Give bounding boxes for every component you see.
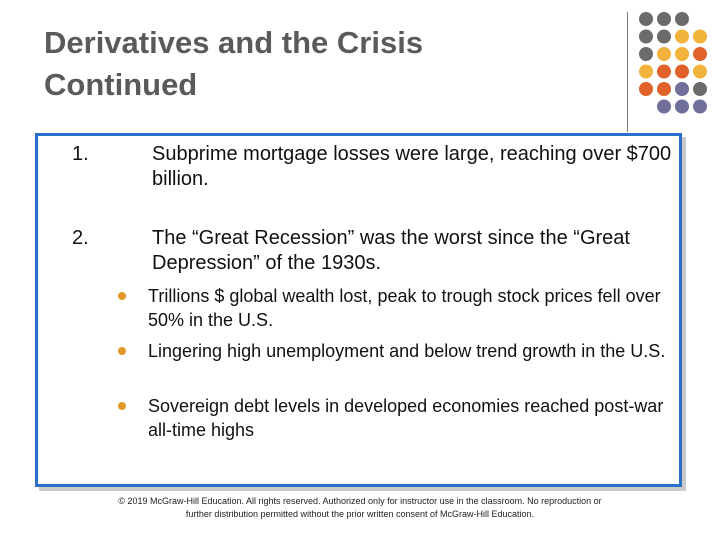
decorative-dot xyxy=(675,64,689,79)
slide-title-line1: Derivatives and the Crisis xyxy=(44,25,424,60)
decorative-dot xyxy=(693,99,707,114)
decorative-divider xyxy=(627,12,628,132)
decorative-dot xyxy=(657,29,671,44)
decorative-dot xyxy=(657,12,671,26)
decorative-dot xyxy=(657,82,671,96)
decorative-dot xyxy=(639,82,653,96)
decorative-dot xyxy=(657,64,671,79)
bullet-dot-icon xyxy=(118,347,126,355)
sub-bullet-text: Trillions $ global wealth lost, peak to … xyxy=(148,286,661,330)
decorative-dot xyxy=(693,64,707,79)
decorative-dot xyxy=(657,99,671,114)
decorative-dot xyxy=(693,82,707,96)
bullet-dot-icon xyxy=(118,402,126,410)
copyright-footer: © 2019 McGraw-Hill Education. All rights… xyxy=(118,496,602,519)
decorative-dot xyxy=(693,47,707,61)
decorative-dot xyxy=(639,64,653,79)
decorative-dot xyxy=(639,12,653,26)
decorative-dot xyxy=(675,82,689,96)
decorative-dot xyxy=(693,29,707,44)
decorative-dot xyxy=(639,29,653,44)
sub-bullet-text: Lingering high unemployment and below tr… xyxy=(148,341,666,361)
decorative-dot xyxy=(657,47,671,61)
decorative-dot xyxy=(675,12,689,26)
list-number: 2. xyxy=(72,227,89,249)
list-text: Subprime mortgage losses were large, rea… xyxy=(152,143,672,190)
decorative-dot xyxy=(639,47,653,61)
list-number: 1. xyxy=(72,143,89,165)
decorative-dot xyxy=(675,99,689,114)
sub-bullet-text: Sovereign debt levels in developed econo… xyxy=(148,396,664,440)
bullet-dot-icon xyxy=(118,292,126,300)
list-text: The “Great Recession” was the worst sinc… xyxy=(152,227,630,274)
decorative-dot xyxy=(675,29,689,44)
decorative-dot-grid xyxy=(639,12,707,114)
slide-title: Derivatives and the Crisis Continued xyxy=(44,22,423,106)
decorative-dot xyxy=(675,47,689,61)
slide-title-line2: Continued xyxy=(44,67,198,102)
content-box: 1. Subprime mortgage losses were large, … xyxy=(35,133,682,487)
